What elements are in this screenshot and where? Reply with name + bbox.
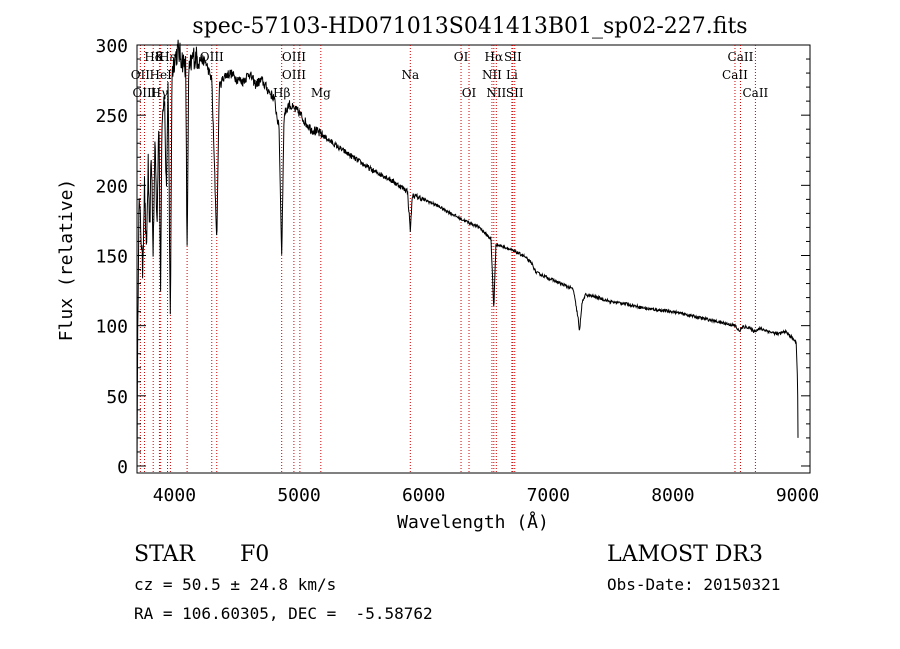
x-axis-label: Wavelength (Å)	[397, 511, 549, 533]
line-label: SII	[504, 50, 522, 64]
y-axis-label: Flux (relative)	[56, 179, 77, 342]
obs-date: Obs-Date: 20150321	[607, 575, 780, 594]
line-label: Hβ	[273, 86, 290, 100]
line-label: OIII	[282, 68, 306, 82]
line-label: Li	[506, 68, 518, 82]
line-label: Na	[401, 68, 419, 82]
line-label: CaII	[722, 68, 748, 82]
coordinates: RA = 106.60305, DEC = -5.58762	[134, 604, 433, 623]
x-tick-label: 4000	[153, 485, 196, 506]
x-tick-label: 8000	[651, 485, 694, 506]
chart-title: spec-57103-HD071013S041413B01_sp02-227.f…	[192, 14, 747, 39]
line-label: OIII	[132, 86, 156, 100]
y-tick-label: 50	[106, 387, 128, 408]
object-class: STAR	[134, 542, 196, 567]
line-label: OI	[462, 86, 477, 100]
line-label: OIII	[200, 50, 224, 64]
line-label: SII	[506, 86, 524, 100]
survey-name: LAMOST DR3	[607, 542, 763, 567]
line-label: OIII	[282, 50, 306, 64]
y-tick-label: 300	[95, 36, 128, 57]
line-label: Mg	[311, 86, 331, 100]
redshift-info: cz = 50.5 ± 24.8 km/s	[134, 575, 336, 594]
line-markers	[139, 45, 756, 473]
y-tick-label: 200	[95, 176, 128, 197]
line-label: OI	[454, 50, 469, 64]
x-tick-label: 7000	[527, 485, 570, 506]
x-tick-label: 9000	[776, 485, 819, 506]
line-label: CaII	[728, 50, 754, 64]
line-label: Hε	[159, 50, 176, 64]
y-tick-label: 250	[95, 106, 128, 127]
line-label: NII	[482, 68, 502, 82]
y-tick-label: 150	[95, 246, 128, 267]
x-axis: 4000 5000 6000 7000 8000 9000	[153, 485, 820, 506]
line-label: OII	[131, 68, 151, 82]
y-axis: 0 50 100 150 200 250 300	[95, 36, 810, 478]
line-label: Hα	[485, 50, 504, 64]
x-tick-label: 5000	[277, 485, 320, 506]
line-label: CaII	[742, 86, 768, 100]
line-label: K	[155, 50, 165, 64]
flux-series-line	[136, 39, 799, 472]
plot-frame	[136, 44, 811, 474]
line-label: HeI	[150, 68, 173, 82]
y-tick-label: 0	[117, 457, 128, 478]
line-label: NII	[486, 86, 506, 100]
line-label: Hγ	[151, 86, 169, 100]
x-tick-label: 6000	[402, 485, 445, 506]
y-tick-label: 100	[95, 317, 128, 338]
object-subclass: F0	[240, 542, 269, 567]
line-label: Hδ	[144, 50, 162, 64]
